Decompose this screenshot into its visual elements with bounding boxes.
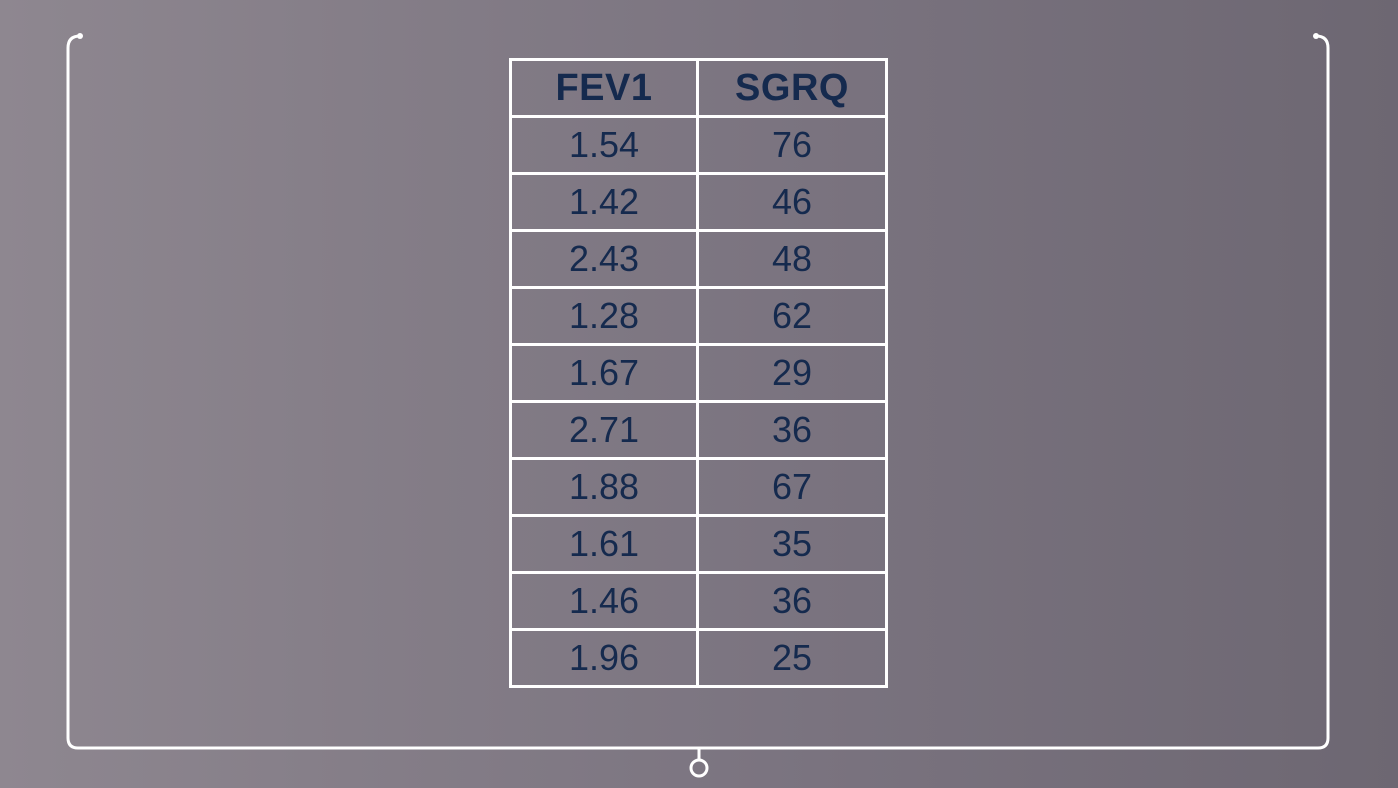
table-header-row: FEV1 SGRQ — [509, 58, 888, 118]
cell-sgrq: 62 — [696, 286, 888, 346]
cell-fev1: 1.61 — [509, 514, 699, 574]
bracket-anchor-ring — [689, 758, 709, 778]
bracket-end-dot-left — [77, 33, 83, 39]
cell-sgrq: 25 — [696, 628, 888, 688]
cell-fev1: 1.46 — [509, 571, 699, 631]
cell-fev1: 1.28 — [509, 286, 699, 346]
column-header-sgrq: SGRQ — [696, 58, 888, 118]
table-row: 2.43 48 — [509, 229, 888, 289]
cell-fev1: 1.42 — [509, 172, 699, 232]
table-row: 1.67 29 — [509, 343, 888, 403]
data-table: FEV1 SGRQ 1.54 76 1.42 46 2.43 48 1.28 6… — [509, 58, 888, 688]
table-row: 1.54 76 — [509, 115, 888, 175]
table-row: 1.46 36 — [509, 571, 888, 631]
cell-sgrq: 35 — [696, 514, 888, 574]
table-row: 1.28 62 — [509, 286, 888, 346]
cell-sgrq: 29 — [696, 343, 888, 403]
table-row: 1.96 25 — [509, 628, 888, 688]
cell-fev1: 2.71 — [509, 400, 699, 460]
table-row: 2.71 36 — [509, 400, 888, 460]
cell-sgrq: 46 — [696, 172, 888, 232]
cell-sgrq: 36 — [696, 571, 888, 631]
cell-sgrq: 36 — [696, 400, 888, 460]
cell-sgrq: 67 — [696, 457, 888, 517]
table-row: 1.42 46 — [509, 172, 888, 232]
cell-fev1: 2.43 — [509, 229, 699, 289]
cell-fev1: 1.54 — [509, 115, 699, 175]
cell-sgrq: 76 — [696, 115, 888, 175]
cell-fev1: 1.67 — [509, 343, 699, 403]
cell-fev1: 1.96 — [509, 628, 699, 688]
bracket-end-dot-right — [1313, 33, 1319, 39]
cell-fev1: 1.88 — [509, 457, 699, 517]
table-row: 1.88 67 — [509, 457, 888, 517]
cell-sgrq: 48 — [696, 229, 888, 289]
table-row: 1.61 35 — [509, 514, 888, 574]
column-header-fev1: FEV1 — [509, 58, 699, 118]
